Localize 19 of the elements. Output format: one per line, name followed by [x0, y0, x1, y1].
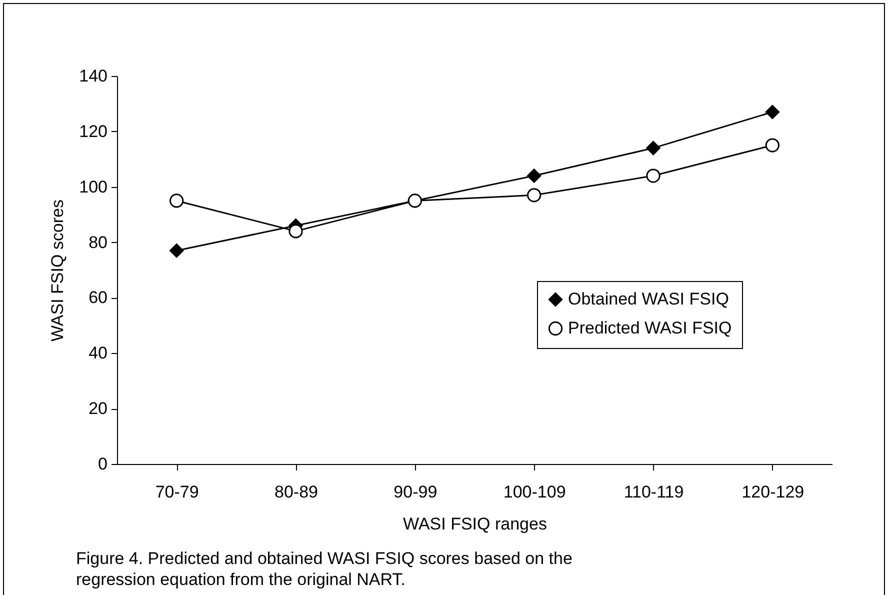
y-tick-label: 0 [98, 454, 108, 474]
y-tick-label: 80 [88, 232, 108, 252]
x-tick-label: 100-109 [503, 482, 566, 502]
x-tick-label: 110-119 [624, 482, 684, 502]
caption: Figure 4. Predicted and obtained WASI FSIQ scores based on the regression equation from the original NART. [76, 548, 574, 590]
y-tick-label: 120 [79, 122, 108, 141]
y-tick-label: 140 [79, 66, 108, 86]
y-tick-label: 40 [88, 344, 108, 363]
x-axis-title: WASI FSIQ ranges [403, 514, 547, 534]
x-tick-label: 70-79 [155, 482, 199, 502]
y-tick-label: 20 [88, 399, 108, 418]
x-tick-label: 120-129 [742, 482, 804, 502]
legend-label: Predicted WASI FSIQ [568, 318, 732, 338]
legend-label: Obtained WASI FSIQ [568, 290, 729, 308]
x-tick-label: 80-89 [274, 482, 318, 502]
y-tick-label: 60 [88, 288, 108, 308]
x-tick-label: 90-99 [394, 482, 438, 502]
y-tick-label: 100 [79, 177, 108, 196]
y-axis-title: WASI FSIQ scores [48, 199, 68, 342]
